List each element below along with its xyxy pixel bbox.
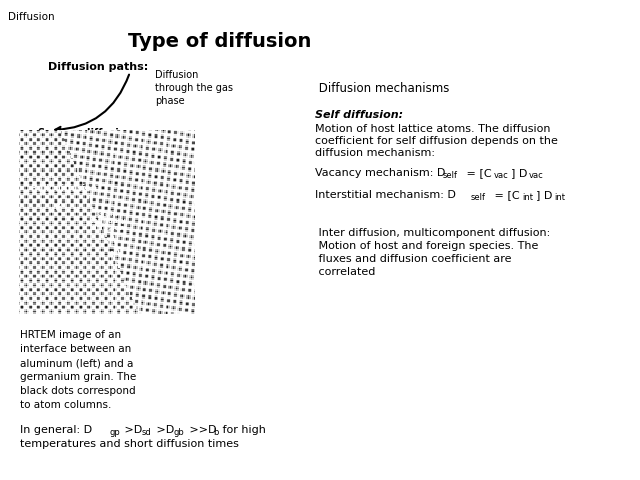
- Text: Diffusion mechanisms: Diffusion mechanisms: [315, 82, 449, 95]
- Text: Vacancy mechanism: D: Vacancy mechanism: D: [315, 168, 445, 178]
- Text: ] D: ] D: [511, 168, 527, 178]
- Text: >>D: >>D: [186, 425, 216, 435]
- Text: Diffusion
through the gas
phase: Diffusion through the gas phase: [155, 70, 233, 107]
- Text: In general: D: In general: D: [20, 425, 92, 435]
- Text: gb: gb: [174, 428, 185, 437]
- Text: ] D: ] D: [536, 190, 552, 200]
- Text: int: int: [554, 193, 565, 202]
- Text: self: self: [471, 193, 486, 202]
- Text: Bulk diffusion: Bulk diffusion: [31, 184, 97, 209]
- Text: Diffusion paths:: Diffusion paths:: [48, 62, 148, 72]
- Text: gp: gp: [110, 428, 121, 437]
- Text: = [C: = [C: [491, 190, 520, 200]
- Text: Diffusion: Diffusion: [8, 12, 54, 22]
- Text: Grain
boundary
diffusion: Grain boundary diffusion: [88, 211, 126, 256]
- Text: b: b: [213, 428, 218, 437]
- Text: coefficient for self diffusion depends on the: coefficient for self diffusion depends o…: [315, 136, 558, 146]
- Text: >D: >D: [121, 425, 142, 435]
- Text: Interstitial mechanism: D: Interstitial mechanism: D: [315, 190, 456, 200]
- Text: Type of diffusion: Type of diffusion: [128, 32, 312, 51]
- Text: self: self: [443, 171, 458, 180]
- Text: Self diffusion:: Self diffusion:: [315, 110, 403, 120]
- Text: Motion of host lattice atoms. The diffusion: Motion of host lattice atoms. The diffus…: [315, 124, 550, 134]
- Text: sd: sd: [142, 428, 152, 437]
- Text: temperatures and short diffusion times: temperatures and short diffusion times: [20, 439, 239, 449]
- Text: Inter diffusion, multicomponent diffusion:: Inter diffusion, multicomponent diffusio…: [315, 228, 550, 238]
- Text: correlated: correlated: [315, 267, 376, 277]
- Text: = [C: = [C: [463, 168, 492, 178]
- Text: >D: >D: [153, 425, 174, 435]
- Text: diffusion mechanism:: diffusion mechanism:: [315, 148, 435, 158]
- Text: vac: vac: [529, 171, 544, 180]
- Text: HRTEM image of an
interface between an
aluminum (left) and a
germanium grain. Th: HRTEM image of an interface between an a…: [20, 330, 136, 410]
- Text: fluxes and diffusion coefficient are: fluxes and diffusion coefficient are: [315, 254, 511, 264]
- Text: vac: vac: [494, 171, 509, 180]
- Text: Surface diffusion: Surface diffusion: [38, 128, 132, 138]
- Text: int: int: [522, 193, 533, 202]
- Text: for high: for high: [219, 425, 266, 435]
- Text: Motion of host and foreign species. The: Motion of host and foreign species. The: [315, 241, 538, 251]
